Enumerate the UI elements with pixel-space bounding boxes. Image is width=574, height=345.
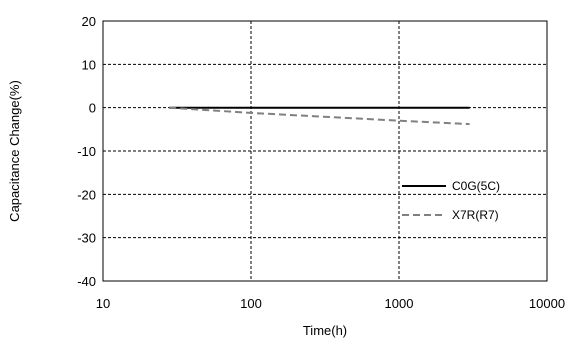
y-tick-label: -30 bbox=[77, 231, 96, 246]
y-axis-title: Capacitance Change(%) bbox=[7, 80, 22, 222]
y-tick-label: 20 bbox=[82, 14, 96, 29]
grid-lines bbox=[103, 21, 547, 281]
y-tick-label: 10 bbox=[82, 57, 96, 72]
x-axis-tick-labels: 10 100 1000 10000 bbox=[96, 296, 565, 311]
x-tick-label: 10 bbox=[96, 296, 110, 311]
legend: C0G(5C) X7R(R7) bbox=[402, 179, 500, 222]
y-axis-tick-labels: 20 10 0 -10 -20 -30 -40 bbox=[77, 14, 96, 289]
series-lines bbox=[169, 106, 470, 126]
x-tick-label: 100 bbox=[240, 296, 262, 311]
plot-area-border bbox=[102, 20, 548, 282]
x-tick-label: 10000 bbox=[529, 296, 565, 311]
series-line bbox=[169, 106, 470, 126]
y-tick-label: -10 bbox=[77, 144, 96, 159]
y-tick-label: -20 bbox=[77, 187, 96, 202]
x-axis-title: Time(h) bbox=[303, 323, 347, 338]
x-tick-label: 1000 bbox=[385, 296, 414, 311]
legend-label: C0G(5C) bbox=[452, 179, 500, 193]
y-tick-label: -40 bbox=[77, 274, 96, 289]
y-tick-label: 0 bbox=[89, 101, 96, 116]
legend-label: X7R(R7) bbox=[452, 208, 499, 222]
